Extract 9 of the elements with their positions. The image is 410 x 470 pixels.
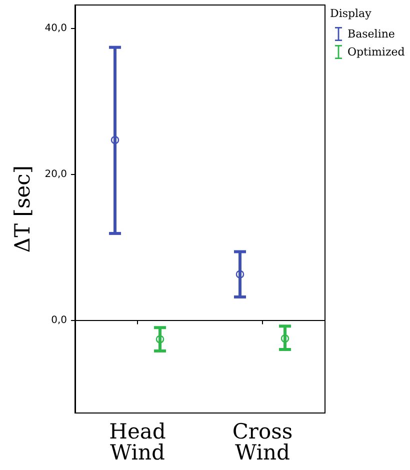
legend-label: Optimized (348, 46, 405, 58)
y-tick-label: 0,0 (51, 314, 67, 326)
y-tick-label: 40,0 (44, 22, 67, 34)
y-axis-title: ΔT [sec] (10, 165, 34, 253)
x-tick-label: Cross Wind (232, 420, 293, 464)
legend-label: Baseline (348, 28, 395, 40)
x-tick-label: Head Wind (109, 420, 166, 464)
y-tick-label: 20,0 (44, 168, 67, 180)
legend-title: Display (330, 7, 372, 20)
